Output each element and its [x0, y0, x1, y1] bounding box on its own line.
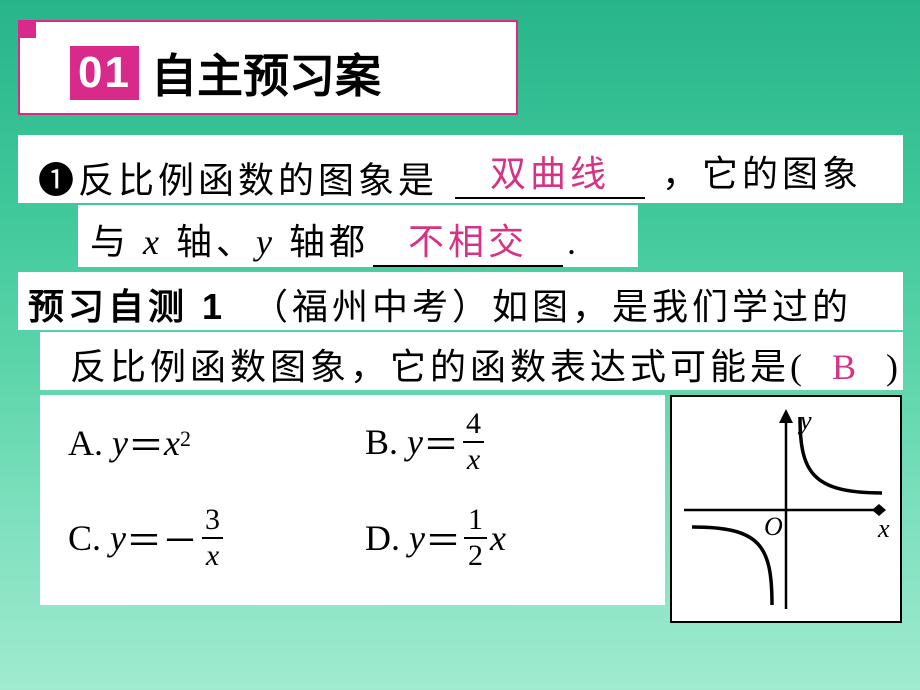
opt-b-lhs: y [407, 421, 423, 463]
opt-c-num: 3 [201, 505, 224, 537]
statement-line-1: ❶反比例函数的图象是 双曲线 ，它的图象 [18, 135, 903, 203]
option-c: C. y＝－3x [68, 505, 227, 571]
origin-label: O [764, 512, 783, 541]
opt-c-eq: ＝－ [126, 512, 198, 564]
option-b: B. y＝4x [365, 409, 488, 475]
blank-1-answer: 双曲线 [490, 154, 610, 194]
y-var: y [256, 222, 276, 262]
opt-a-rhs: x [164, 422, 180, 464]
x-axis-label: x [877, 514, 890, 543]
opt-a-lhs: y [112, 422, 128, 464]
opt-d-lhs: y [409, 517, 425, 559]
opt-d-eq: ＝ [425, 512, 461, 564]
opt-d-tail: x [490, 517, 506, 559]
blank-2-answer: 不相交 [408, 222, 528, 262]
pretest-answer: B [832, 347, 860, 387]
opt-c-label: C. [68, 517, 101, 559]
pretest-label: 预习自测 1 [28, 286, 226, 327]
statement-1-mid: ，它的图象 [662, 154, 862, 194]
opt-d-label: D. [365, 517, 400, 559]
opt-d-den: 2 [464, 537, 487, 571]
opt-c-frac: 3x [201, 505, 224, 571]
options-panel: A. y＝x2 B. y＝4x C. y＝－3x D. y＝12x [40, 395, 665, 605]
opt-b-eq: ＝ [423, 416, 459, 468]
hyperbola-graph: x y O [670, 395, 902, 623]
section-header: 01 自主预习案 [18, 20, 518, 115]
bullet-1: ❶反比例函数的图象是 [38, 161, 438, 201]
pretest-line-1: 预习自测 1 （福州中考）如图，是我们学过的 [18, 272, 903, 330]
section-title: 自主预习案 [151, 40, 381, 106]
statement-line-2: 与 x 轴、y 轴都不相交. [78, 205, 638, 267]
l2-mid1: 轴、 [163, 222, 256, 262]
y-axis-label: y [797, 406, 812, 435]
graph-svg: x y O [672, 397, 900, 621]
blank-1: 双曲线 [455, 145, 645, 199]
opt-b-label: B. [365, 421, 398, 463]
option-d: D. y＝12x [365, 505, 506, 571]
opt-d-num: 1 [464, 505, 487, 537]
opt-a-label: A. [68, 422, 103, 464]
pretest-p2-end: ) [886, 347, 902, 387]
opt-b-num: 4 [462, 409, 485, 441]
blank-2: 不相交 [373, 213, 563, 267]
opt-d-frac: 12 [464, 505, 487, 571]
x-var: x [143, 222, 163, 262]
opt-a-sup: 2 [180, 426, 191, 452]
pretest-p2: 反比例函数图象，它的函数表达式可能是( [70, 347, 806, 387]
x-axis-arrow-icon [872, 504, 886, 510]
opt-c-lhs: y [110, 517, 126, 559]
l2-prefix: 与 [90, 222, 143, 262]
y-axis-arrow-icon [779, 409, 793, 423]
l2-mid2: 轴都 [276, 222, 369, 262]
opt-b-frac: 4x [462, 409, 485, 475]
section-number-badge: 01 [70, 46, 139, 100]
pretest-p1: （福州中考）如图，是我们学过的 [252, 287, 852, 327]
l2-suffix: . [567, 222, 580, 262]
option-a: A. y＝x2 [68, 417, 191, 469]
curve-q3 [692, 527, 772, 605]
opt-a-eq: ＝ [128, 417, 164, 469]
opt-b-den: x [463, 441, 484, 475]
pretest-line-2: 反比例函数图象，它的函数表达式可能是( B ) [40, 332, 903, 390]
curve-q1 [800, 417, 882, 493]
opt-c-den: x [202, 537, 223, 571]
